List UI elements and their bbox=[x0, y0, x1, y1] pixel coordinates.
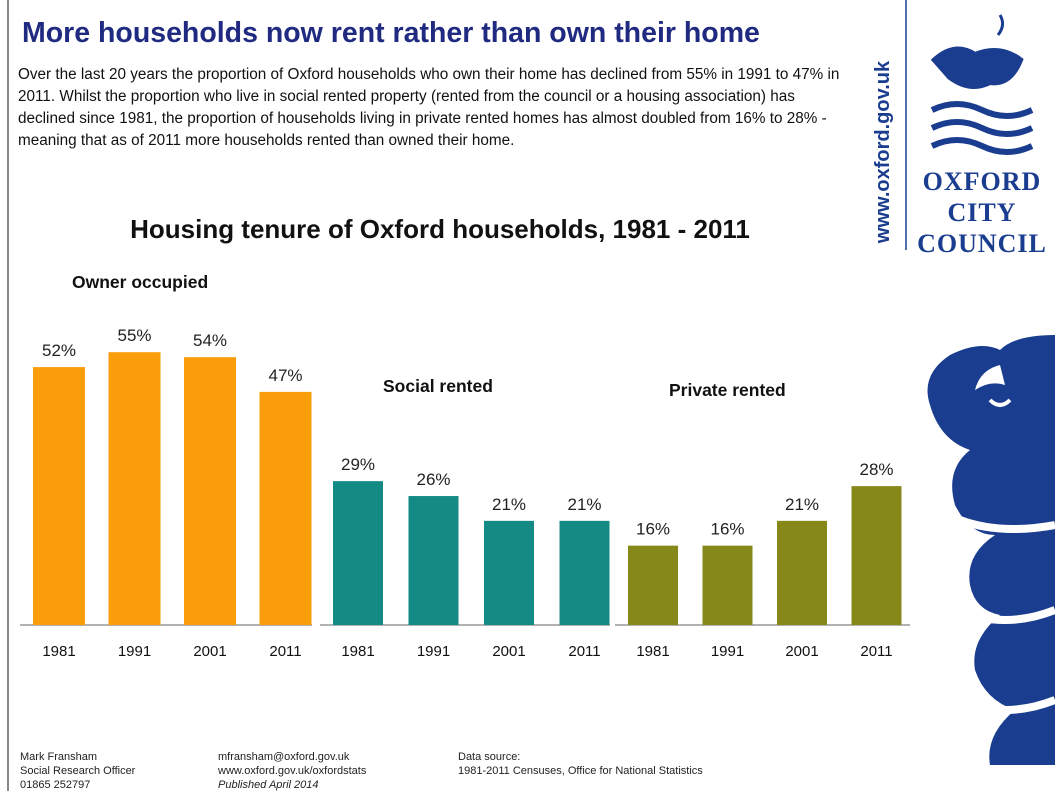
chart-title: Social rented bbox=[383, 376, 493, 396]
bar bbox=[108, 352, 161, 625]
logo-text: CITY bbox=[947, 198, 1016, 227]
website: www.oxford.gov.uk bbox=[872, 60, 894, 244]
footer-text: Published April 2014 bbox=[218, 779, 319, 791]
bar bbox=[33, 367, 85, 625]
bar bbox=[408, 496, 459, 625]
value-label: 54% bbox=[193, 331, 227, 350]
value-label: 55% bbox=[117, 326, 151, 345]
x-tick-label: 2001 bbox=[492, 643, 525, 660]
footer-text: Mark Fransham bbox=[20, 751, 97, 763]
value-label: 26% bbox=[416, 470, 450, 489]
bar bbox=[628, 545, 678, 625]
x-tick-label: 1981 bbox=[42, 643, 75, 660]
value-label: 21% bbox=[492, 495, 526, 514]
value-label: 47% bbox=[268, 366, 302, 385]
bull-graphic bbox=[927, 335, 1055, 765]
footer-text: 01865 252797 bbox=[20, 779, 90, 791]
value-label: 52% bbox=[42, 341, 76, 360]
bar bbox=[777, 520, 827, 625]
figure-title: Housing tenure of Oxford households, 198… bbox=[130, 214, 750, 244]
x-tick-label: 2001 bbox=[785, 643, 818, 660]
x-tick-label: 2011 bbox=[860, 643, 892, 660]
logo-emblem bbox=[930, 14, 1034, 155]
footer-text: Data source: bbox=[458, 751, 520, 763]
x-tick-label: 1991 bbox=[711, 643, 744, 660]
bar bbox=[484, 520, 534, 625]
x-tick-label: 1981 bbox=[341, 643, 374, 660]
logo-text: OXFORD bbox=[923, 167, 1042, 196]
value-label: 16% bbox=[636, 520, 670, 539]
value-label: 29% bbox=[341, 455, 375, 474]
x-tick-label: 2001 bbox=[193, 643, 226, 660]
x-tick-label: 1991 bbox=[118, 643, 151, 660]
value-label: 28% bbox=[859, 460, 893, 479]
footer-text: mfransham@oxford.gov.uk bbox=[218, 751, 350, 763]
bar bbox=[333, 481, 383, 625]
chart-title: Private rented bbox=[669, 380, 786, 400]
value-label: 16% bbox=[710, 520, 744, 539]
logo-text: COUNCIL bbox=[917, 229, 1047, 258]
bar bbox=[559, 520, 610, 625]
x-tick-label: 1981 bbox=[636, 643, 669, 660]
bar bbox=[702, 545, 753, 625]
bar bbox=[259, 391, 312, 625]
value-label: 21% bbox=[567, 495, 601, 514]
footer-text: Social Research Officer bbox=[20, 765, 136, 777]
chart-title: Owner occupied bbox=[72, 272, 208, 292]
header-title: More households now rent rather than own… bbox=[22, 17, 760, 49]
bar bbox=[851, 486, 902, 625]
value-label: 21% bbox=[785, 495, 819, 514]
footer-text: 1981-2011 Censuses, Office for National … bbox=[458, 765, 703, 777]
intro-text: Over the last 20 years the proportion of… bbox=[18, 66, 840, 149]
x-tick-label: 1991 bbox=[417, 643, 450, 660]
x-tick-label: 2011 bbox=[568, 643, 600, 660]
footer-text: www.oxford.gov.uk/oxfordstats bbox=[217, 765, 367, 777]
x-tick-label: 2011 bbox=[269, 643, 301, 660]
bar bbox=[184, 357, 236, 625]
